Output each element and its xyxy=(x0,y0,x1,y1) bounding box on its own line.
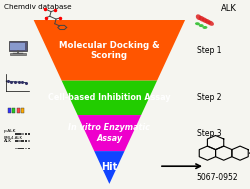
FancyBboxPatch shape xyxy=(15,140,18,142)
FancyBboxPatch shape xyxy=(28,133,30,135)
FancyBboxPatch shape xyxy=(28,148,30,149)
Polygon shape xyxy=(94,151,124,184)
FancyBboxPatch shape xyxy=(16,108,20,113)
FancyBboxPatch shape xyxy=(15,148,18,149)
Polygon shape xyxy=(62,81,156,115)
Ellipse shape xyxy=(201,17,207,23)
Text: ALK: ALK xyxy=(4,139,12,143)
FancyBboxPatch shape xyxy=(22,148,24,149)
Polygon shape xyxy=(34,20,184,81)
FancyBboxPatch shape xyxy=(18,140,21,142)
Text: Step 3: Step 3 xyxy=(197,129,221,138)
FancyBboxPatch shape xyxy=(9,41,26,51)
FancyBboxPatch shape xyxy=(12,108,15,113)
Polygon shape xyxy=(77,115,140,151)
Text: Hit: Hit xyxy=(101,163,117,173)
Text: Step 1: Step 1 xyxy=(197,46,221,55)
Text: 5067-0952: 5067-0952 xyxy=(196,173,237,182)
Text: Chemdiv database: Chemdiv database xyxy=(4,4,71,10)
Text: In vitro Enzymatic
Assay: In vitro Enzymatic Assay xyxy=(68,123,150,143)
FancyBboxPatch shape xyxy=(10,43,25,50)
Ellipse shape xyxy=(202,26,206,29)
Text: Step 2: Step 2 xyxy=(197,93,221,102)
Text: ALK: ALK xyxy=(220,4,236,13)
Ellipse shape xyxy=(198,16,204,22)
Ellipse shape xyxy=(206,21,213,26)
FancyBboxPatch shape xyxy=(8,108,10,113)
Text: Cell-based Inhibition Assay: Cell-based Inhibition Assay xyxy=(48,93,170,102)
FancyBboxPatch shape xyxy=(28,140,30,142)
Text: p-ALK: p-ALK xyxy=(4,129,16,133)
FancyBboxPatch shape xyxy=(24,133,27,135)
Text: Molecular Docking &
Scoring: Molecular Docking & Scoring xyxy=(59,41,159,60)
FancyBboxPatch shape xyxy=(21,108,24,113)
Ellipse shape xyxy=(198,24,203,27)
Ellipse shape xyxy=(195,14,201,20)
FancyBboxPatch shape xyxy=(10,53,26,55)
FancyBboxPatch shape xyxy=(22,133,24,135)
FancyBboxPatch shape xyxy=(18,148,21,149)
FancyBboxPatch shape xyxy=(15,133,18,135)
FancyBboxPatch shape xyxy=(24,140,27,142)
Ellipse shape xyxy=(194,22,199,25)
FancyBboxPatch shape xyxy=(24,148,27,149)
Text: EML4-ALK: EML4-ALK xyxy=(4,136,23,140)
FancyBboxPatch shape xyxy=(18,133,21,135)
FancyBboxPatch shape xyxy=(22,140,24,142)
Ellipse shape xyxy=(204,19,210,24)
